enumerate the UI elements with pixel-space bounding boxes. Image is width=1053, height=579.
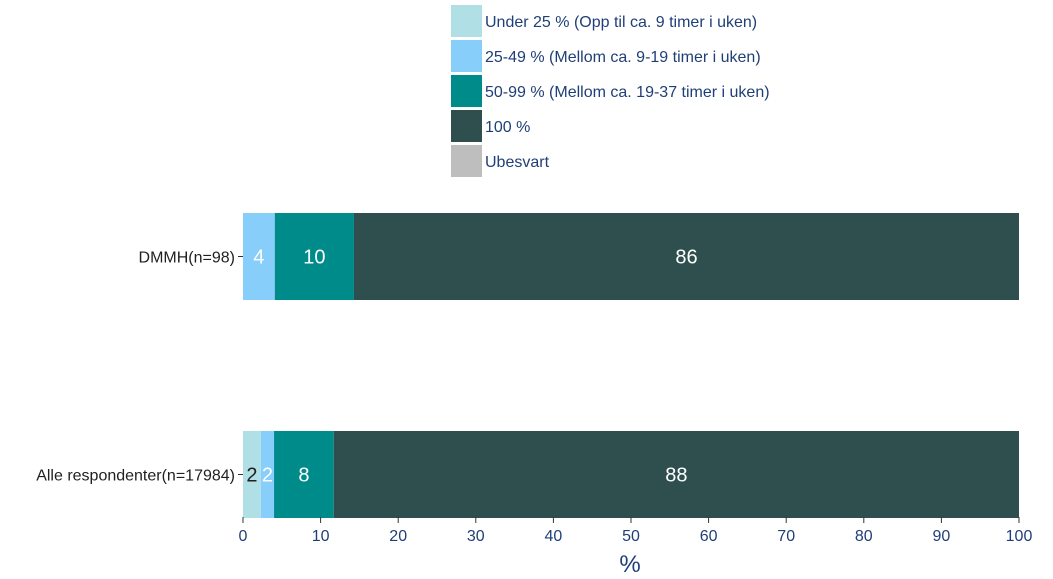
bar-segment [243, 213, 275, 300]
category-label: Alle respondenter(n=17984) [36, 468, 235, 485]
x-tick-label: 80 [855, 528, 873, 545]
x-tick-label: 30 [467, 528, 485, 545]
x-tick-label: 20 [389, 528, 407, 545]
legend-label: Under 25 % (Opp til ca. 9 timer i uken) [485, 14, 757, 31]
data-label: 2 [246, 465, 257, 487]
x-tick-label: 10 [312, 528, 330, 545]
bar-segment [353, 213, 1019, 300]
legend-label: Ubesvart [485, 154, 550, 171]
x-tick-label: 100 [1006, 528, 1033, 545]
bar-segment [260, 431, 275, 518]
bar-segment [274, 431, 334, 518]
legend: Under 25 % (Opp til ca. 9 timer i uken) 2… [451, 5, 770, 177]
bars: 4 10 862 2 8 88 [243, 213, 1019, 518]
legend-swatch [451, 145, 482, 177]
x-tick-label: 40 [545, 528, 563, 545]
x-axis: 0 10 20 30 40 50 60 70 80 90 100 [239, 517, 1033, 545]
data-label: 88 [665, 465, 687, 487]
data-label: 8 [298, 465, 309, 487]
legend-swatch [451, 40, 482, 72]
data-label: 4 [253, 247, 264, 269]
bar-segment [333, 431, 1019, 518]
bar-segment [274, 213, 354, 300]
x-tick-label: 70 [777, 528, 795, 545]
category-label: DMMH(n=98) [139, 250, 235, 267]
data-label: 86 [675, 247, 697, 269]
legend-label: 25-49 % (Mellom ca. 9-19 timer i uken) [485, 49, 761, 66]
data-label: 2 [262, 465, 273, 487]
legend-swatch [451, 75, 482, 107]
x-tick-label: 90 [933, 528, 951, 545]
legend-label: 50-99 % (Mellom ca. 19-37 timer i uken) [485, 84, 770, 101]
x-tick-label: 0 [239, 528, 248, 545]
category-axis: DMMH(n=98) Alle respondenter(n=17984) [36, 250, 243, 485]
legend-label: 100 % [485, 119, 530, 136]
x-tick-label: 50 [622, 528, 640, 545]
legend-swatch [451, 110, 482, 142]
legend-swatch [451, 5, 482, 37]
data-label: 10 [303, 247, 325, 269]
x-axis-title: % [619, 551, 640, 578]
bar-segment [243, 431, 261, 518]
x-tick-label: 60 [700, 528, 718, 545]
